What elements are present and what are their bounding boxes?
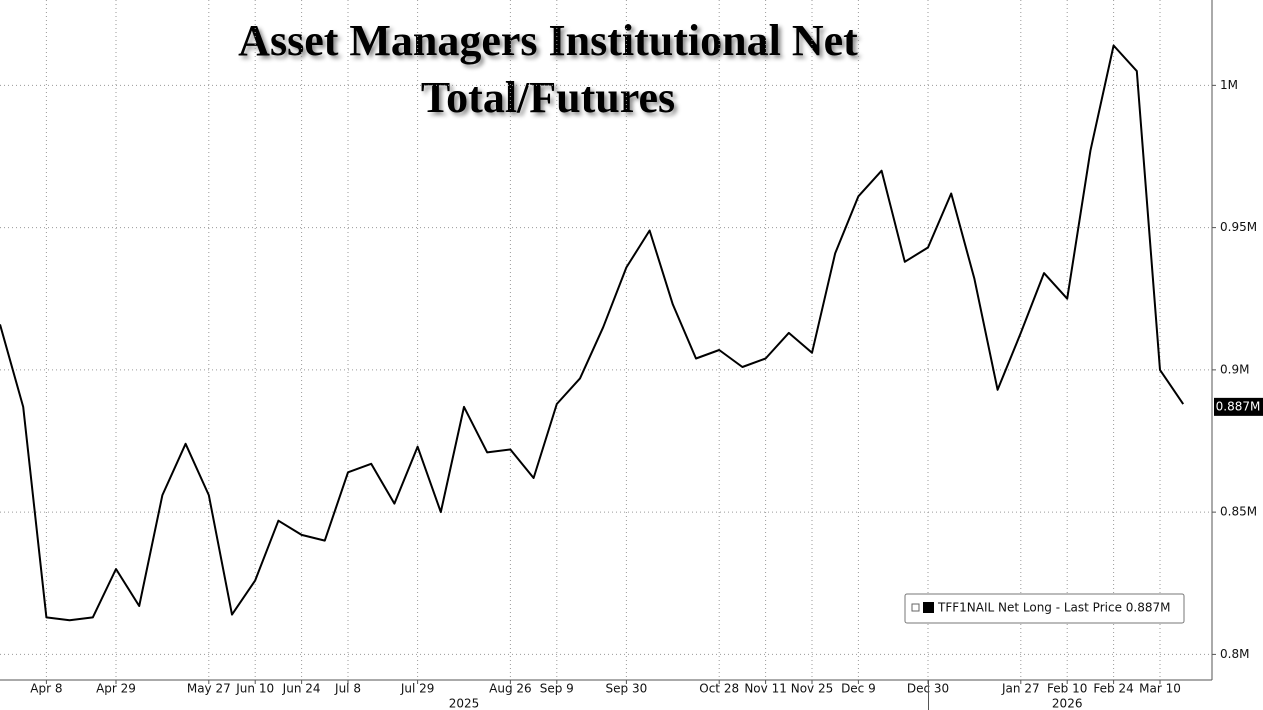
y-tick-label: 0.95M <box>1220 220 1257 234</box>
y-tick-label: 0.85M <box>1220 505 1257 519</box>
chart-title: Total/Futures <box>421 73 675 122</box>
x-tick-label: Jun 10 <box>235 682 274 696</box>
x-tick-label: May 27 <box>187 682 231 696</box>
x-tick-label: Jul 8 <box>334 682 361 696</box>
chart-title: Asset Managers Institutional Net <box>238 16 858 65</box>
x-tick-label: Nov 25 <box>791 682 834 696</box>
y-tick-label: 0.9M <box>1220 362 1249 376</box>
x-tick-label: Feb 10 <box>1047 682 1087 696</box>
y-tick-label: 1M <box>1220 78 1238 92</box>
year-label: 2026 <box>1052 697 1083 710</box>
x-tick-label: Sep 9 <box>540 682 574 696</box>
legend-swatch <box>923 602 934 613</box>
x-tick-label: Oct 28 <box>699 682 739 696</box>
legend-label: TFF1NAIL Net Long - Last Price 0.887M <box>937 601 1170 615</box>
x-tick-label: Jul 29 <box>400 682 435 696</box>
last-price-label: 0.887M <box>1216 399 1261 413</box>
x-tick-label: Aug 26 <box>489 682 532 696</box>
legend-toggle <box>911 603 920 612</box>
last-price-tag <box>1214 397 1263 416</box>
series-line <box>0 44 1185 622</box>
x-tick-label: Apr 29 <box>96 682 136 696</box>
x-tick-label: Nov 11 <box>744 682 787 696</box>
x-tick-label: Dec 9 <box>841 682 876 696</box>
year-label: 2025 <box>449 697 480 710</box>
x-tick-label: Sep 30 <box>606 682 648 696</box>
x-tick-label: Jan 27 <box>1001 682 1040 696</box>
y-tick-label: 0.8M <box>1220 647 1249 661</box>
x-tick-label: Feb 24 <box>1093 682 1133 696</box>
legend: TFF1NAIL Net Long - Last Price 0.887M <box>904 593 1185 624</box>
x-tick-label: Mar 10 <box>1139 682 1181 696</box>
legend-box <box>904 593 1185 624</box>
x-tick-label: Apr 8 <box>30 682 62 696</box>
x-tick-label: Jun 24 <box>282 682 321 696</box>
